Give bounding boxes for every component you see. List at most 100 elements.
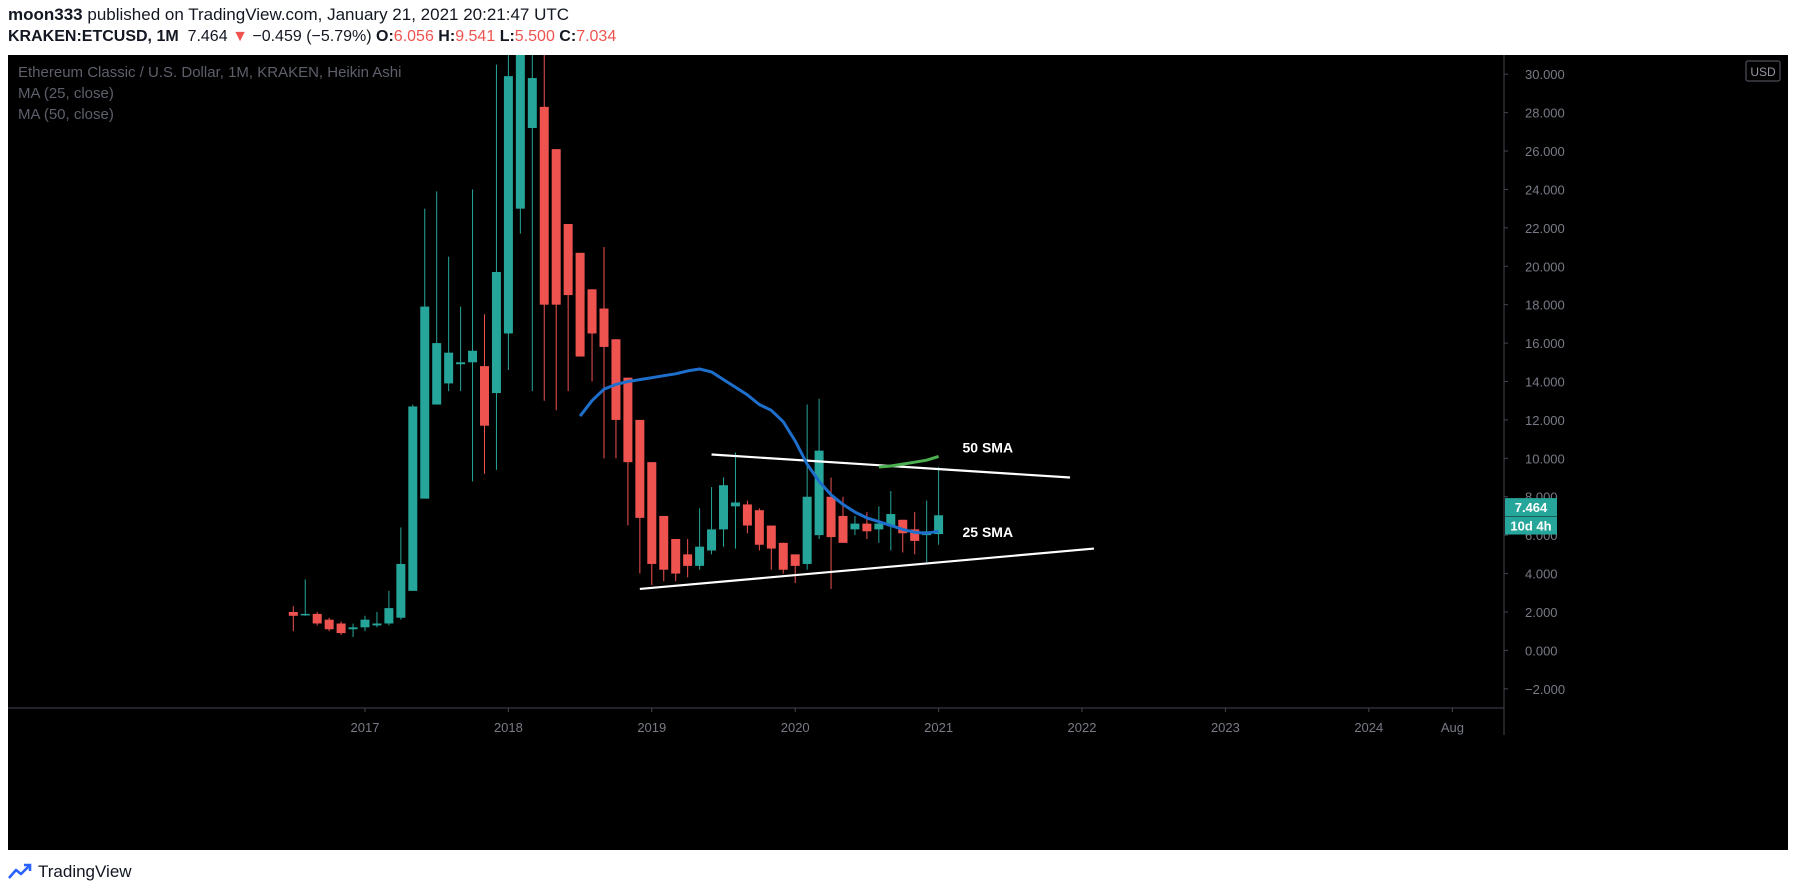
candle-body	[539, 106, 549, 305]
candle	[420, 208, 430, 499]
candle	[587, 289, 597, 382]
y-tick-label: 12.000	[1525, 413, 1565, 428]
ma50-line	[878, 454, 940, 469]
candle	[766, 525, 776, 570]
candle	[503, 55, 513, 370]
x-tick-label: 2024	[1354, 720, 1383, 735]
x-tick-label: 2017	[351, 720, 380, 735]
candle-body	[814, 450, 824, 536]
y-tick-label: 24.000	[1525, 182, 1565, 197]
y-tick-label: 30.000	[1525, 67, 1565, 82]
candle	[324, 617, 334, 632]
candle-body	[659, 515, 669, 570]
candle-body	[587, 289, 597, 334]
candle-body	[599, 308, 609, 347]
open-value: 6.056	[393, 28, 434, 45]
candle	[372, 611, 382, 628]
currency-badge[interactable]	[1745, 60, 1781, 82]
candle	[456, 306, 466, 392]
candle-body	[288, 611, 298, 616]
candle-body	[611, 339, 621, 420]
candle-body	[862, 523, 872, 532]
candle	[408, 404, 418, 591]
y-tick-label: 0.000	[1525, 643, 1558, 658]
y-tick-label: 26.000	[1525, 144, 1565, 159]
currency-label: USD	[1750, 65, 1776, 79]
candle-body	[719, 485, 728, 530]
trendline	[639, 547, 1095, 591]
x-tick-label: 2019	[637, 720, 666, 735]
y-tick-label: 22.000	[1525, 221, 1565, 236]
candle-body	[432, 343, 442, 405]
candle	[886, 490, 896, 551]
chart-panel[interactable]: −2.000 0.000 2.000 4.000 6.000 8.000 10.000 12.…	[8, 55, 1788, 850]
y-tick-label: 28.000	[1525, 106, 1565, 121]
legend-title: Ethereum Classic / U.S. Dollar, 1M, KRAK…	[18, 64, 401, 81]
y-tick-label: 14.000	[1525, 375, 1565, 390]
candle	[360, 615, 370, 632]
candle-body	[575, 252, 585, 357]
candle-body	[456, 362, 466, 365]
candle-body	[671, 538, 681, 574]
candle-body	[527, 78, 537, 128]
x-tick-label: 2021	[924, 720, 953, 735]
candle	[432, 191, 442, 405]
y-tick-label: 16.000	[1525, 336, 1565, 351]
candle	[515, 55, 525, 234]
candle-body	[503, 76, 513, 334]
candle-body	[754, 510, 764, 545]
candle	[300, 579, 310, 616]
candle-body	[886, 514, 896, 526]
candle-body	[850, 523, 860, 530]
candle	[527, 55, 537, 392]
candle-body	[826, 496, 836, 538]
candle	[802, 404, 812, 570]
x-tick-label: Aug	[1441, 720, 1464, 735]
candle	[551, 149, 561, 411]
candle	[396, 527, 406, 620]
candle	[683, 538, 693, 578]
candle	[659, 515, 669, 582]
x-tick-label: 2018	[494, 720, 523, 735]
candle	[623, 377, 633, 526]
candle-body	[491, 272, 501, 394]
candle	[539, 55, 549, 401]
brand-name: TradingView	[38, 862, 132, 881]
open-label: O:	[376, 28, 394, 45]
annotations: 50 SMA 25 SMA 7.464 10d 4h	[963, 440, 1557, 540]
low-label: L:	[499, 28, 515, 45]
y-tick-label: 20.000	[1525, 259, 1565, 274]
candle	[563, 224, 573, 392]
close-value: 7.034	[576, 28, 617, 45]
candle	[288, 606, 298, 632]
ma25-line	[578, 367, 939, 535]
axes: −2.0000.0002.0004.0006.0008.00010.00012.…	[8, 55, 1565, 735]
candle-body	[898, 519, 908, 534]
candle-body	[707, 529, 717, 551]
price-label-text: 10d 4h	[1510, 519, 1551, 534]
candle-body	[683, 554, 693, 566]
candle-body	[778, 542, 788, 570]
x-tick-label: 2020	[781, 720, 810, 735]
candle-body	[730, 502, 740, 507]
candle	[575, 252, 585, 357]
candle-body	[838, 515, 848, 543]
publish-details: published on TradingView.com, January 21…	[87, 5, 570, 24]
candle-body	[468, 350, 478, 363]
candle	[719, 477, 728, 547]
high-value: 9.541	[455, 28, 496, 45]
candle	[695, 508, 705, 570]
y-tick-label: 4.000	[1525, 567, 1558, 582]
y-tick-label: 18.000	[1525, 298, 1565, 313]
price-chart[interactable]: −2.0000.0002.0004.0006.0008.00010.00012.…	[8, 55, 1788, 850]
candle	[730, 452, 740, 549]
close-label: C:	[559, 28, 577, 45]
candle-body	[348, 627, 358, 630]
candle-body	[312, 613, 322, 624]
candle-body	[802, 496, 812, 564]
legend-ma50: MA (50, close)	[18, 106, 114, 123]
candle	[468, 189, 478, 482]
high-label: H:	[438, 28, 456, 45]
candle	[444, 256, 454, 392]
low-value: 5.500	[514, 28, 555, 45]
